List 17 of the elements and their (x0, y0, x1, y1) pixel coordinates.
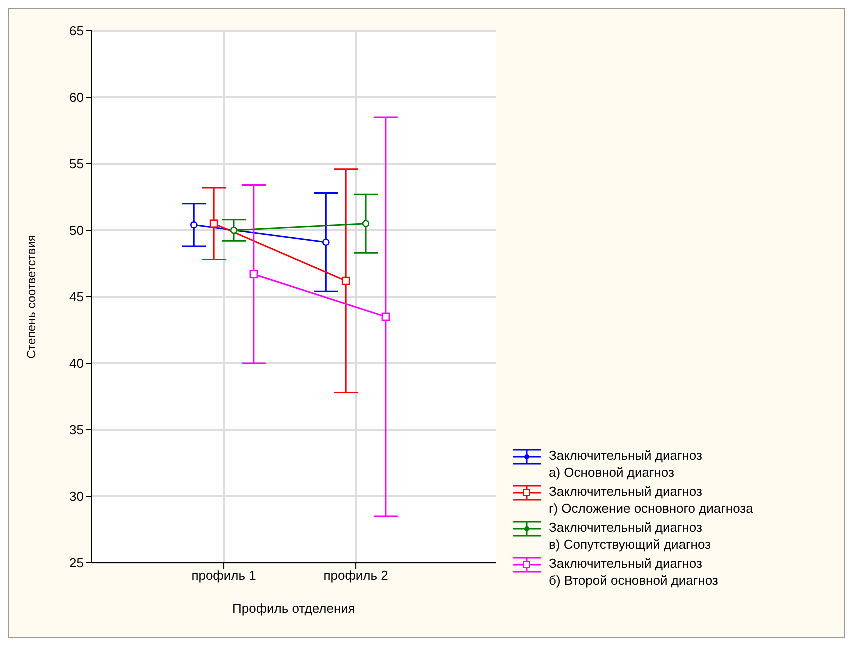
legend-label: Заключительный диагноз б) Второй основной диагноз (549, 555, 718, 589)
x-axis-title: Профиль отделения (232, 601, 356, 616)
y-axis-title: Степень соответствия (24, 235, 38, 359)
legend-label: Заключительный диагноз а) Основной диагноз (549, 447, 702, 481)
y-tick-label: 30 (70, 489, 84, 504)
y-tick-label: 25 (70, 556, 84, 571)
legend-label: Заключительный диагноз г) Осложение основного диагноза (549, 483, 754, 517)
y-tick-label: 65 (70, 24, 84, 39)
legend-label: Заключительный диагноз в) Сопутствующий диагноз (549, 519, 712, 553)
y-tick-label: 45 (70, 290, 84, 305)
y-tick-label: 50 (70, 223, 84, 238)
y-tick-label: 40 (70, 356, 84, 372)
y-tick-label: 60 (70, 90, 84, 106)
x-tick-label: профиль 2 (324, 568, 388, 584)
y-tick-label: 55 (70, 156, 84, 172)
x-tick-label: профиль 1 (192, 568, 256, 584)
y-tick-label: 35 (70, 422, 84, 438)
